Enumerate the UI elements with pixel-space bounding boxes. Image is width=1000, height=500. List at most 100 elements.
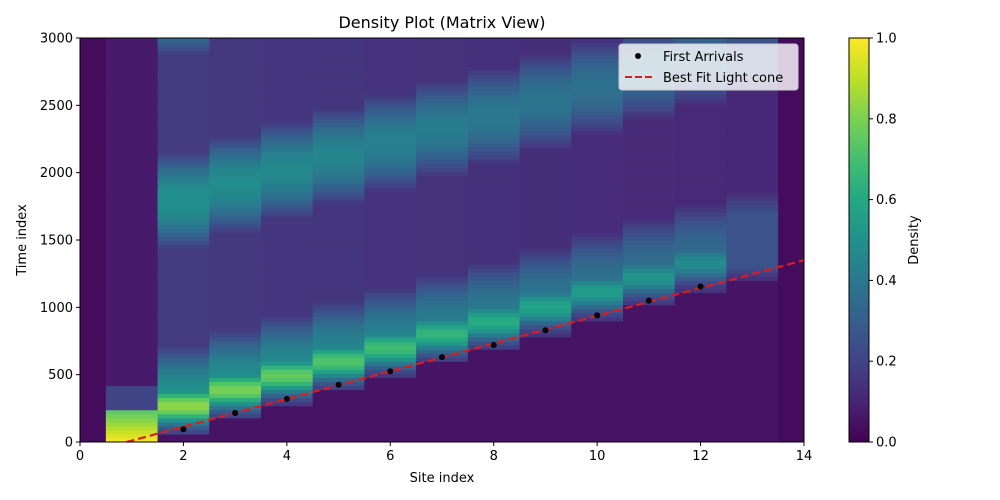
heatmap-cell <box>157 320 210 326</box>
heatmap-cell <box>209 413 262 419</box>
heatmap-cell <box>623 139 676 144</box>
heatmap-cell <box>623 365 676 370</box>
heatmap-cell <box>623 349 676 354</box>
heatmap-cell <box>80 316 107 322</box>
heatmap-cell <box>80 179 107 185</box>
heatmap-cell <box>571 110 624 116</box>
heatmap-cell <box>778 336 804 342</box>
heatmap-cell <box>519 215 572 221</box>
heatmap-cell <box>105 256 159 261</box>
heatmap-cell <box>364 276 417 281</box>
heatmap-cell <box>364 167 417 172</box>
heatmap-cell <box>467 46 521 51</box>
heatmap-cell <box>261 179 314 185</box>
heatmap-cell <box>364 264 417 269</box>
first-arrival-point <box>387 368 394 375</box>
heatmap-cell <box>778 280 804 286</box>
heatmap-cell <box>416 82 469 88</box>
heatmap-cell <box>105 349 159 354</box>
heatmap-cell <box>157 98 210 104</box>
heatmap-cell <box>261 308 314 314</box>
heatmap-cell <box>571 341 624 346</box>
heatmap-cell <box>261 110 314 116</box>
heatmap-cell <box>571 268 624 273</box>
heatmap-cell <box>467 357 521 362</box>
heatmap-cell <box>674 227 728 233</box>
heatmap-cell <box>467 139 521 144</box>
first-arrival-point <box>232 410 239 417</box>
heatmap-cell <box>623 175 676 180</box>
heatmap-cell <box>364 86 417 92</box>
heatmap-cell <box>778 260 804 265</box>
heatmap-cell <box>778 332 804 338</box>
heatmap-cell <box>209 195 262 201</box>
heatmap-cell <box>416 155 469 160</box>
heatmap-cell <box>261 312 314 318</box>
heatmap-cell <box>312 252 366 257</box>
heatmap-cell <box>674 357 728 362</box>
heatmap-cell <box>623 159 676 164</box>
heatmap-cell <box>157 433 210 439</box>
heatmap-cell <box>416 264 469 269</box>
heatmap-cell <box>623 191 676 197</box>
heatmap-cell <box>674 179 728 185</box>
heatmap-cell <box>778 349 804 354</box>
heatmap-cell <box>519 70 572 75</box>
heatmap-cell <box>416 320 469 326</box>
heatmap-cell <box>467 74 521 79</box>
heatmap-cell <box>80 276 107 281</box>
heatmap-cell <box>726 159 779 164</box>
heatmap-cell <box>726 195 779 201</box>
heatmap-cell <box>674 256 728 261</box>
heatmap-cell <box>778 437 804 442</box>
heatmap-cell <box>623 361 676 366</box>
heatmap-cell <box>674 126 728 132</box>
heatmap-cell <box>105 46 159 51</box>
heatmap-cell <box>467 292 521 298</box>
heatmap-cell <box>209 260 262 265</box>
heatmap-cell <box>157 175 210 180</box>
heatmap-cell <box>261 385 314 391</box>
heatmap-cell <box>157 264 210 269</box>
heatmap-cell <box>778 130 804 136</box>
heatmap-cell <box>80 252 107 257</box>
heatmap-cell <box>209 58 262 63</box>
x-tick-label: 4 <box>283 449 291 464</box>
heatmap-cell <box>209 114 262 120</box>
heatmap-cell <box>312 231 366 237</box>
heatmap-cell <box>261 300 314 306</box>
heatmap-cell <box>364 227 417 233</box>
heatmap-cell <box>519 118 572 124</box>
heatmap-cell <box>778 110 804 116</box>
heatmap-cell <box>623 393 676 399</box>
heatmap-cell <box>157 276 210 281</box>
heatmap-cell <box>312 227 366 233</box>
heatmap-cell <box>726 332 779 338</box>
heatmap-cell <box>674 191 728 197</box>
heatmap-cell <box>726 361 779 366</box>
heatmap-cell <box>674 110 728 116</box>
heatmap-cell <box>467 288 521 294</box>
heatmap-cell <box>674 98 728 104</box>
heatmap-cell <box>416 316 469 322</box>
heatmap-cell <box>778 252 804 257</box>
heatmap-cell <box>623 179 676 185</box>
heatmap-cell <box>364 320 417 326</box>
heatmap-cell <box>467 240 521 245</box>
heatmap-cell <box>261 46 314 51</box>
heatmap-cell <box>105 268 159 273</box>
heatmap-cell <box>778 377 804 382</box>
heatmap-cell <box>80 401 107 407</box>
heatmap-cell <box>261 324 314 330</box>
heatmap-cell <box>80 345 107 350</box>
heatmap-cell <box>416 163 469 168</box>
heatmap-cell <box>778 159 804 164</box>
heatmap-cell <box>105 219 159 225</box>
heatmap-cell <box>623 409 676 415</box>
heatmap-cell <box>157 231 210 237</box>
heatmap-cell <box>416 191 469 197</box>
heatmap-cell <box>571 397 624 403</box>
heatmap-cell <box>261 393 314 399</box>
heatmap-cell <box>312 46 366 51</box>
heatmap-cell <box>571 215 624 221</box>
